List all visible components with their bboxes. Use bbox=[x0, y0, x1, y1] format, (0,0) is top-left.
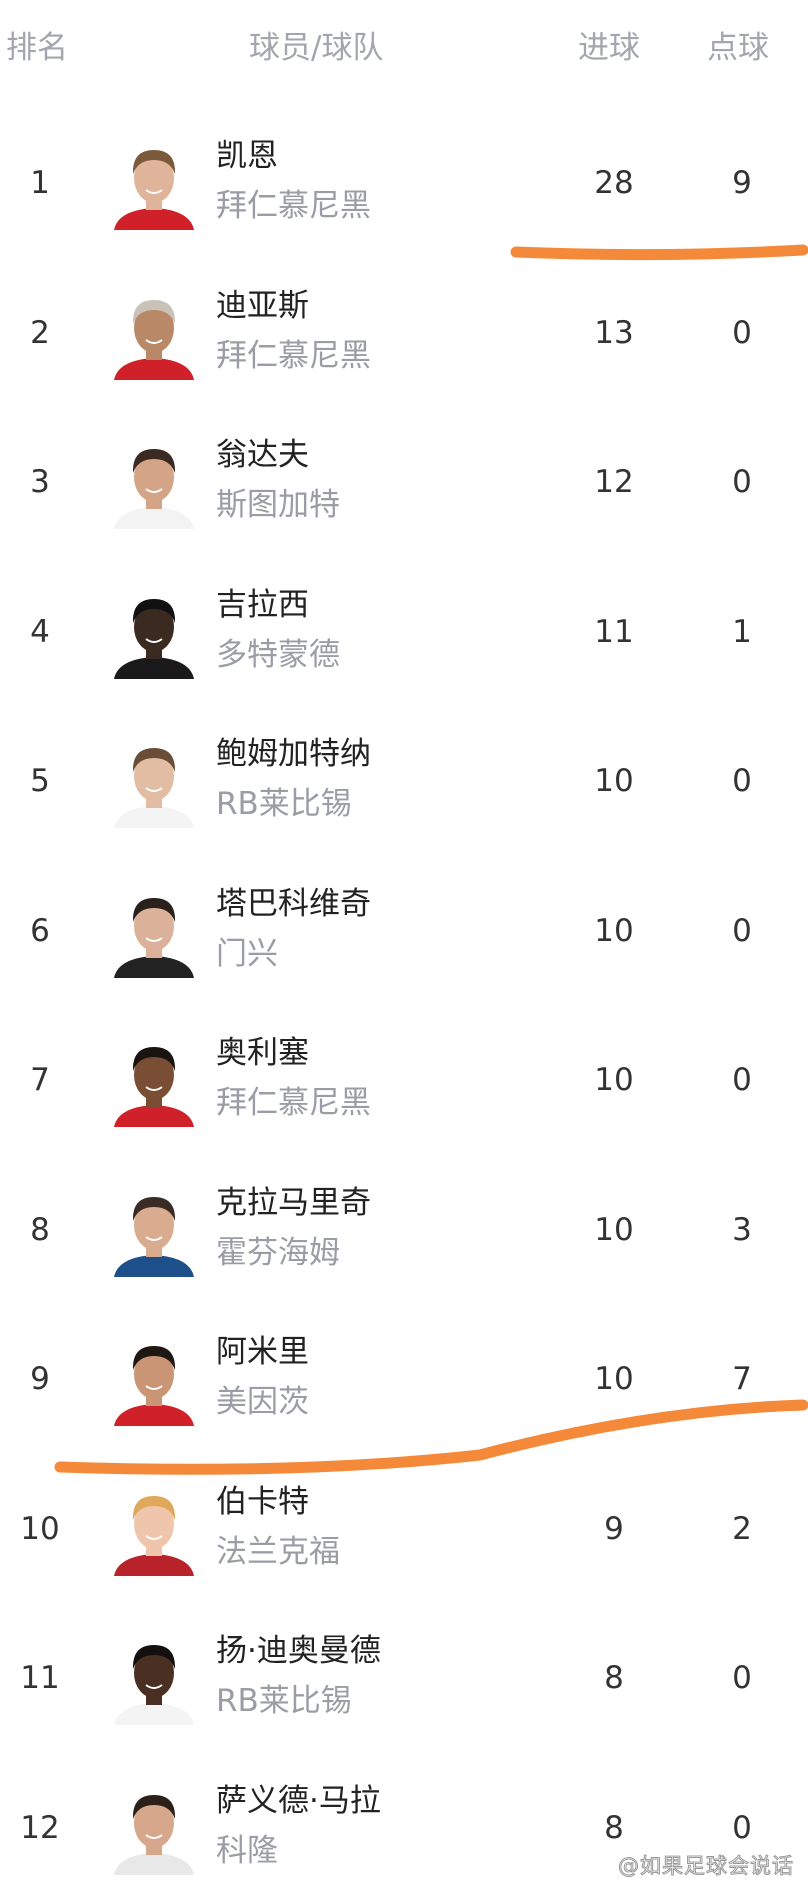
penalties: 0 bbox=[732, 763, 752, 799]
table-row[interactable]: 8 克拉马里奇 霍芬海姆 10 3 bbox=[0, 1155, 808, 1305]
player-name[interactable]: 伯卡特 bbox=[216, 1483, 309, 1520]
player-name[interactable]: 奥利塞 bbox=[216, 1035, 309, 1071]
player-avatar bbox=[114, 897, 194, 978]
team-name[interactable]: 多特蒙德 bbox=[216, 636, 340, 673]
table-row[interactable]: 1 凯恩 拜仁慕尼黑 28 9 bbox=[0, 108, 808, 258]
penalties: 9 bbox=[732, 165, 752, 201]
player-avatar bbox=[114, 1794, 194, 1875]
player-avatar bbox=[114, 1196, 194, 1277]
player-name[interactable]: 翁达夫 bbox=[216, 437, 309, 473]
table-row[interactable]: 9 阿米里 美因茨 10 7 bbox=[0, 1304, 808, 1454]
player-name[interactable]: 迪亚斯 bbox=[216, 287, 309, 324]
penalties: 1 bbox=[732, 613, 752, 650]
table-row[interactable]: 10 伯卡特 法兰克福 9 2 bbox=[0, 1454, 808, 1604]
player-avatar bbox=[114, 1047, 194, 1127]
goals: 12 bbox=[594, 464, 634, 500]
player-name[interactable]: 吉拉西 bbox=[216, 586, 309, 623]
player-name[interactable]: 塔巴科维奇 bbox=[216, 885, 371, 922]
team-name[interactable]: 法兰克福 bbox=[216, 1533, 340, 1570]
rank: 2 bbox=[30, 314, 50, 351]
player-avatar bbox=[114, 1495, 194, 1576]
header-player-team[interactable]: 球员/球队 bbox=[249, 30, 384, 66]
player-avatar bbox=[114, 299, 194, 380]
player-avatar bbox=[114, 449, 194, 529]
rank: 8 bbox=[30, 1211, 50, 1248]
player-avatar bbox=[114, 1645, 194, 1725]
team-name[interactable]: 拜仁慕尼黑 bbox=[216, 1085, 371, 1121]
goals: 13 bbox=[594, 314, 634, 351]
penalties: 0 bbox=[732, 912, 752, 949]
table-row[interactable]: 7 奥利塞 拜仁慕尼黑 10 0 bbox=[0, 1005, 808, 1155]
penalties: 3 bbox=[732, 1211, 752, 1248]
penalties: 7 bbox=[732, 1361, 752, 1397]
table-row[interactable]: 4 吉拉西 多特蒙德 11 1 bbox=[0, 557, 808, 707]
table-row[interactable]: 6 塔巴科维奇 门兴 10 0 bbox=[0, 856, 808, 1006]
player-avatar bbox=[114, 150, 194, 230]
player-avatar bbox=[114, 1346, 194, 1426]
table-row[interactable]: 3 翁达夫 斯图加特 12 0 bbox=[0, 407, 808, 557]
player-name[interactable]: 萨义德·马拉 bbox=[216, 1782, 381, 1819]
rank: 4 bbox=[30, 613, 50, 650]
player-name[interactable]: 鲍姆加特纳 bbox=[216, 736, 371, 772]
team-name[interactable]: 门兴 bbox=[216, 935, 278, 972]
rank: 7 bbox=[30, 1062, 50, 1098]
player-name[interactable]: 凯恩 bbox=[216, 138, 278, 174]
team-name[interactable]: 科隆 bbox=[216, 1832, 278, 1869]
watermark: @如果足球会说话 bbox=[618, 1854, 794, 1879]
penalties: 0 bbox=[732, 464, 752, 500]
rank: 1 bbox=[30, 165, 50, 201]
rank: 3 bbox=[30, 464, 50, 500]
team-name[interactable]: 拜仁慕尼黑 bbox=[216, 337, 371, 374]
header-penalties[interactable]: 点球 bbox=[707, 30, 769, 66]
player-name[interactable]: 克拉马里奇 bbox=[216, 1184, 371, 1221]
goals: 10 bbox=[594, 912, 634, 949]
player-avatar bbox=[114, 748, 194, 828]
goals: 11 bbox=[594, 613, 634, 650]
penalties: 0 bbox=[732, 1062, 752, 1098]
table-row[interactable]: 11 扬·迪奥曼德 RB莱比锡 8 0 bbox=[0, 1603, 808, 1753]
goals: 10 bbox=[594, 1361, 634, 1397]
rank: 10 bbox=[20, 1510, 60, 1547]
table-row[interactable]: 2 迪亚斯 拜仁慕尼黑 13 0 bbox=[0, 258, 808, 408]
penalties: 0 bbox=[732, 1660, 752, 1696]
player-name[interactable]: 扬·迪奥曼德 bbox=[216, 1633, 381, 1669]
header-rank[interactable]: 排名 bbox=[6, 30, 68, 66]
rank: 11 bbox=[20, 1660, 60, 1696]
team-name[interactable]: RB莱比锡 bbox=[216, 1683, 352, 1719]
goals: 10 bbox=[594, 1062, 634, 1098]
team-name[interactable]: RB莱比锡 bbox=[216, 786, 352, 822]
goals: 10 bbox=[594, 1211, 634, 1248]
penalties: 0 bbox=[732, 314, 752, 351]
rank: 6 bbox=[30, 912, 50, 949]
table-row[interactable]: 5 鲍姆加特纳 RB莱比锡 10 0 bbox=[0, 706, 808, 856]
penalties: 0 bbox=[732, 1809, 752, 1846]
header-goals[interactable]: 进球 bbox=[578, 30, 640, 66]
penalties: 2 bbox=[732, 1510, 752, 1547]
goals: 9 bbox=[604, 1510, 624, 1547]
team-name[interactable]: 拜仁慕尼黑 bbox=[216, 188, 371, 224]
goals: 28 bbox=[594, 165, 634, 201]
team-name[interactable]: 霍芬海姆 bbox=[216, 1234, 340, 1271]
goals: 10 bbox=[594, 763, 634, 799]
table-row[interactable]: 12 萨义德·马拉 科隆 8 0 bbox=[0, 1753, 808, 1903]
player-name[interactable]: 阿米里 bbox=[216, 1334, 309, 1370]
rank: 12 bbox=[20, 1809, 60, 1846]
rank: 5 bbox=[30, 763, 50, 799]
goals: 8 bbox=[604, 1660, 624, 1696]
goals: 8 bbox=[604, 1809, 624, 1846]
team-name[interactable]: 斯图加特 bbox=[216, 487, 340, 523]
rank: 9 bbox=[30, 1361, 50, 1397]
team-name[interactable]: 美因茨 bbox=[216, 1384, 309, 1420]
player-avatar bbox=[114, 598, 194, 679]
